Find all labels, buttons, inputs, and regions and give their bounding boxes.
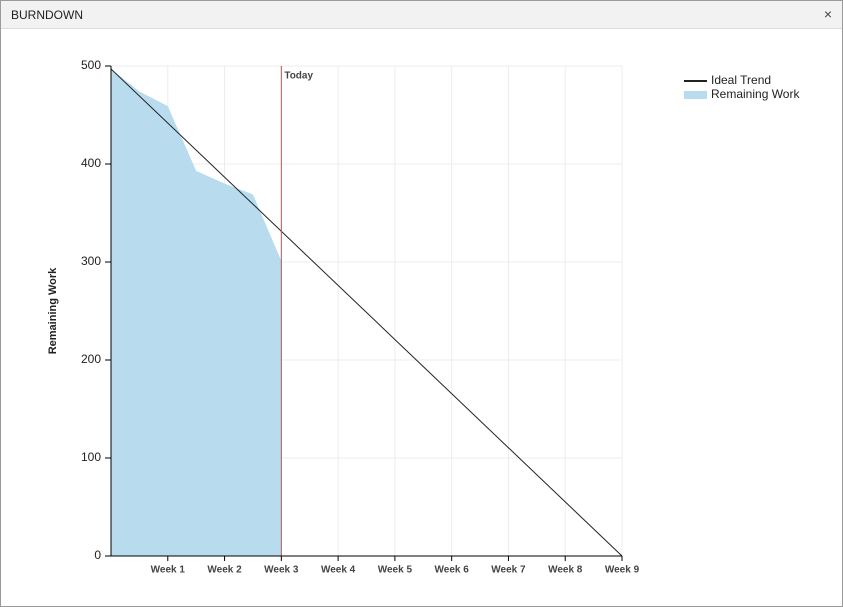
y-tick-label: 500 <box>81 58 101 72</box>
x-tick-label: Week 8 <box>548 565 583 576</box>
x-tick-label: Week 3 <box>264 565 299 576</box>
today-label: Today <box>284 71 313 82</box>
y-tick-label: 400 <box>81 156 101 170</box>
legend-swatch <box>684 91 707 99</box>
x-tick-label: Week 5 <box>378 565 413 576</box>
y-tick-label: 0 <box>94 548 101 562</box>
y-axis-label: Remaining Work <box>47 267 59 354</box>
x-tick-label: Week 1 <box>151 565 186 576</box>
y-tick-label: 200 <box>81 352 101 366</box>
y-tick-label: 300 <box>81 254 101 268</box>
window-title: BURNDOWN <box>11 8 83 22</box>
trend-line <box>110 68 623 557</box>
legend-label: Remaining Work <box>711 87 800 101</box>
legend-label: Ideal Trend <box>711 73 771 87</box>
remaining-area <box>111 68 282 556</box>
y-tick-label: 100 <box>81 450 101 464</box>
x-tick-label: Week 6 <box>435 565 470 576</box>
close-button[interactable]: × <box>823 6 832 22</box>
header: BURNDOWN × <box>1 1 842 29</box>
x-tick-label: Week 4 <box>321 565 356 576</box>
x-tick-label: Week 7 <box>491 565 526 576</box>
x-tick-label: Week 9 <box>605 565 640 576</box>
x-tick-label: Week 2 <box>207 565 242 576</box>
